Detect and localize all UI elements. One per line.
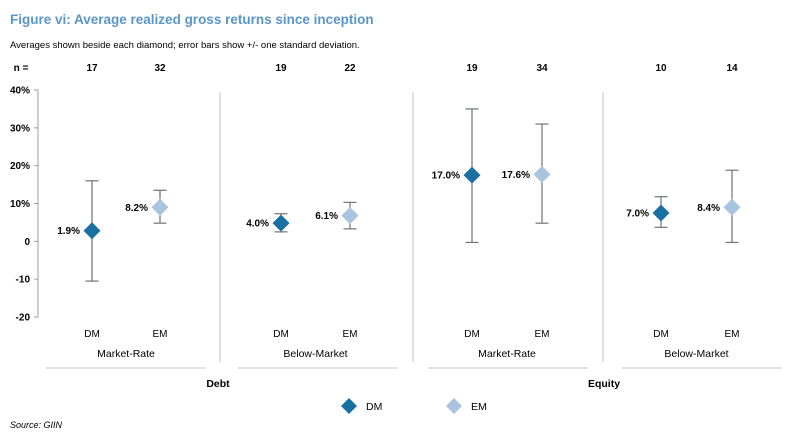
em-diamond-marker (341, 207, 359, 225)
n-count-label: 19 (466, 63, 478, 74)
n-count-label: 19 (275, 63, 287, 74)
value-label: 8.4% (697, 203, 720, 214)
n-count-label: 14 (726, 63, 738, 74)
legend-em-label: EM (471, 401, 487, 413)
n-prefix-label: n = (14, 63, 29, 74)
n-count-label: 22 (344, 63, 356, 74)
category-label: EM (535, 329, 550, 340)
y-tick-label: -10 (16, 275, 31, 286)
category-label: DM (273, 329, 289, 340)
n-count-label: 32 (154, 63, 166, 74)
chart-subtitle: Averages shown beside each diamond; erro… (10, 40, 360, 51)
category-label: DM (464, 329, 480, 340)
group-labels: Market-Rate Below-Market Market-Rate Below-… (45, 348, 782, 369)
group-label: Below-Market (283, 348, 347, 360)
section-labels: Debt Equity (206, 378, 620, 390)
y-tick-label: 20% (10, 161, 30, 172)
value-label: 17.6% (502, 170, 530, 181)
y-tick-label: 40% (10, 86, 30, 97)
n-labels: 17 32 19 22 19 34 10 14 (86, 63, 738, 74)
dm-diamond-marker (272, 214, 290, 232)
n-count-label: 10 (655, 63, 667, 74)
group-label: Market-Rate (97, 348, 155, 360)
category-label: EM (153, 329, 168, 340)
legend-em-marker (446, 398, 462, 414)
category-label: DM (653, 329, 669, 340)
y-tick-label: 10% (10, 199, 30, 210)
data-labels: 1.9% 8.2% 4.0% 6.1% 17.0% 17.6% 7.0% 8.4% (57, 170, 720, 237)
panel-dividers (219, 92, 604, 362)
category-label: DM (84, 329, 100, 340)
legend-dm-marker (341, 398, 357, 414)
section-label: Equity (588, 378, 620, 390)
y-tick-label: 0 (24, 237, 30, 248)
y-tick-label: 30% (10, 123, 30, 134)
group-label: Market-Rate (478, 348, 536, 360)
category-label: EM (343, 329, 358, 340)
n-count-label: 34 (536, 63, 548, 74)
y-tick-label: -20 (16, 313, 31, 324)
dm-diamond-marker (463, 166, 481, 184)
em-diamond-marker (151, 198, 169, 216)
source-note: Source: GIIN (10, 420, 63, 430)
value-label: 17.0% (432, 171, 460, 182)
em-diamond-marker (533, 165, 551, 183)
section-label: Debt (206, 378, 230, 390)
value-label: 7.0% (626, 208, 649, 219)
dm-diamond-marker (83, 222, 101, 240)
markers (83, 165, 741, 240)
value-label: 6.1% (315, 211, 338, 222)
n-count-label: 17 (86, 63, 98, 74)
category-labels: DM EM DM EM DM EM DM EM (84, 329, 739, 340)
value-label: 1.9% (57, 226, 80, 237)
em-diamond-marker (723, 198, 741, 216)
dm-diamond-marker (652, 204, 670, 222)
category-label: EM (725, 329, 740, 340)
legend: DM EM (341, 398, 487, 414)
legend-dm-label: DM (366, 401, 382, 413)
error-bars (85, 108, 739, 282)
y-axis: 40% 30% 20% 10% 0 -10 -20 (10, 86, 39, 324)
group-label: Below-Market (664, 348, 728, 360)
chart-title: Figure vi: Average realized gross return… (10, 12, 374, 27)
value-label: 4.0% (246, 219, 269, 230)
value-label: 8.2% (125, 203, 148, 214)
